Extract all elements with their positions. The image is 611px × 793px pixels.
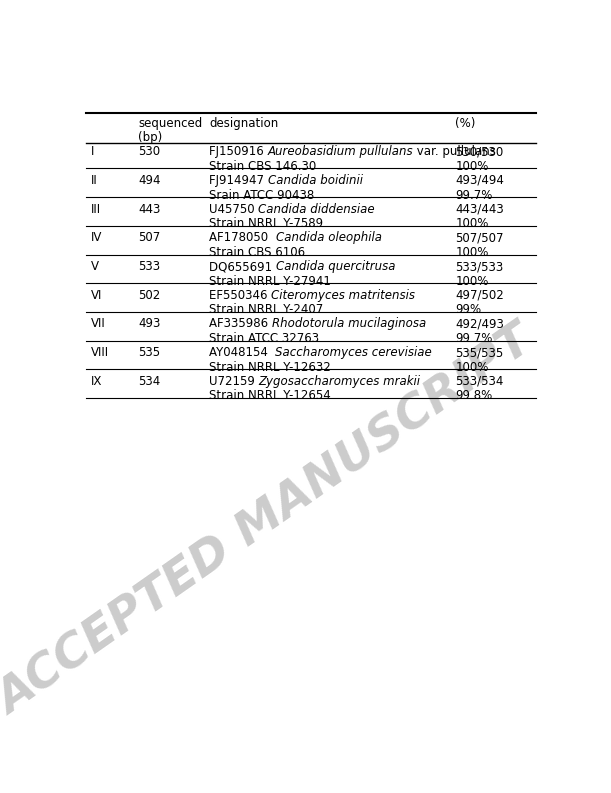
Text: 99.7%: 99.7%: [455, 332, 492, 345]
Text: FJ150916: FJ150916: [209, 145, 268, 159]
Text: Strain NRRL Y-12632: Strain NRRL Y-12632: [209, 361, 331, 374]
Text: Citeromyces matritensis: Citeromyces matritensis: [271, 289, 415, 301]
Text: 530: 530: [138, 145, 160, 159]
Text: designation: designation: [209, 117, 278, 129]
Text: (bp): (bp): [138, 131, 162, 144]
Text: 533/533: 533/533: [455, 260, 503, 273]
Text: VI: VI: [90, 289, 102, 301]
Text: Strain NRRL Y-12654: Strain NRRL Y-12654: [209, 389, 331, 403]
Text: Strain CBS 146.30: Strain CBS 146.30: [209, 160, 316, 173]
Text: Zygosaccharomyces mrakii: Zygosaccharomyces mrakii: [258, 375, 420, 388]
Text: 535: 535: [138, 346, 160, 359]
Text: 99%: 99%: [455, 304, 481, 316]
Text: Strain NRRL Y-2407: Strain NRRL Y-2407: [209, 304, 323, 316]
Text: EF550346: EF550346: [209, 289, 271, 301]
Text: 530/530: 530/530: [455, 145, 503, 159]
Text: U45750: U45750: [209, 203, 258, 216]
Text: 534: 534: [138, 375, 160, 388]
Text: AF335986: AF335986: [209, 317, 272, 331]
Text: AF178050: AF178050: [209, 232, 276, 244]
Text: 502: 502: [138, 289, 160, 301]
Text: 100%: 100%: [455, 160, 489, 173]
Text: 493/494: 493/494: [455, 174, 504, 187]
Text: var. pullulans: var. pullulans: [413, 145, 496, 159]
Text: sequenced: sequenced: [138, 117, 202, 129]
Text: II: II: [90, 174, 97, 187]
Text: 533/534: 533/534: [455, 375, 503, 388]
Text: Strain NRRL Y-27941: Strain NRRL Y-27941: [209, 274, 331, 288]
Text: 99.8%: 99.8%: [455, 389, 492, 403]
Text: Srain ATCC 90438: Srain ATCC 90438: [209, 189, 314, 201]
Text: VIII: VIII: [90, 346, 109, 359]
Text: 100%: 100%: [455, 274, 489, 288]
Text: Strain NRRL Y-7589: Strain NRRL Y-7589: [209, 217, 323, 230]
Text: 100%: 100%: [455, 217, 489, 230]
Text: V: V: [90, 260, 98, 273]
Text: IX: IX: [90, 375, 102, 388]
Text: ACCEPTED MANUSCRIPT: ACCEPTED MANUSCRIPT: [0, 320, 542, 726]
Text: Strain ATCC 32763: Strain ATCC 32763: [209, 332, 319, 345]
Text: 494: 494: [138, 174, 161, 187]
Text: Candida quercitrusa: Candida quercitrusa: [276, 260, 395, 273]
Text: VII: VII: [90, 317, 105, 331]
Text: Aureobasidium pullulans: Aureobasidium pullulans: [268, 145, 413, 159]
Text: Rhodotorula mucilaginosa: Rhodotorula mucilaginosa: [272, 317, 426, 331]
Text: Candida oleophila: Candida oleophila: [276, 232, 382, 244]
Text: AY048154: AY048154: [209, 346, 276, 359]
Text: 507/507: 507/507: [455, 232, 503, 244]
Text: 100%: 100%: [455, 246, 489, 259]
Text: 493: 493: [138, 317, 160, 331]
Text: 535/535: 535/535: [455, 346, 503, 359]
Text: IV: IV: [90, 232, 102, 244]
Text: 100%: 100%: [455, 361, 489, 374]
Text: DQ655691: DQ655691: [209, 260, 276, 273]
Text: I: I: [90, 145, 94, 159]
Text: 99.7%: 99.7%: [455, 189, 492, 201]
Text: 533: 533: [138, 260, 160, 273]
Text: 497/502: 497/502: [455, 289, 504, 301]
Text: 443: 443: [138, 203, 160, 216]
Text: 492/493: 492/493: [455, 317, 504, 331]
Text: Saccharomyces cerevisiae: Saccharomyces cerevisiae: [276, 346, 432, 359]
Text: U72159: U72159: [209, 375, 258, 388]
Text: 507: 507: [138, 232, 160, 244]
Text: 443/443: 443/443: [455, 203, 504, 216]
Text: Candida boidinii: Candida boidinii: [268, 174, 363, 187]
Text: Strain CBS 6106: Strain CBS 6106: [209, 246, 305, 259]
Text: III: III: [90, 203, 101, 216]
Text: (%): (%): [455, 117, 475, 129]
Text: Candida diddensiae: Candida diddensiae: [258, 203, 375, 216]
Text: FJ914947: FJ914947: [209, 174, 268, 187]
